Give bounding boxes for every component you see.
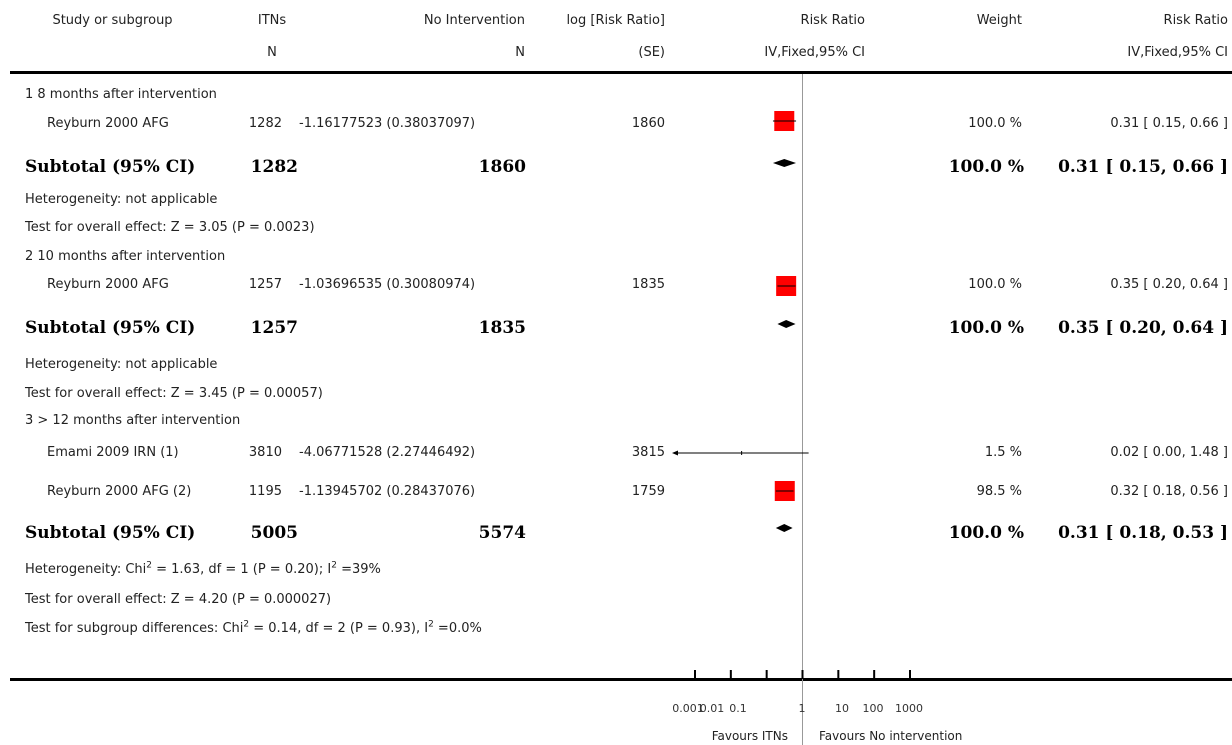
header-log-rr: log [Risk Ratio]: [566, 13, 665, 28]
subtotal-itns: 1257: [250, 318, 298, 338]
overall-effect-text: Test for overall effect: Z = 3.05 (P = 0…: [25, 220, 315, 235]
study-log-rr: -1.13945702 (0.28437076): [299, 484, 476, 499]
favours-right-label: Favours No intervention: [819, 729, 963, 743]
subtotal-weight: 100.0 %: [948, 318, 1024, 338]
study-name: Emami 2009 IRN (1): [47, 445, 179, 460]
subtotal-noint: 5574: [478, 523, 526, 543]
axis-tick-label: 0.1: [729, 702, 747, 715]
subtotal-ci: 0.31 [ 0.15, 0.66 ]: [1058, 157, 1228, 177]
study-noint-n: 1860: [631, 116, 665, 131]
axis-tick-label: 1: [799, 702, 806, 715]
study-weight: 100.0 %: [968, 277, 1022, 292]
header-weight: Weight: [976, 13, 1022, 28]
study-ci: 0.31 [ 0.15, 0.66 ]: [1110, 116, 1228, 131]
subtotal-noint: 1860: [478, 157, 526, 177]
header-rr-method: IV,Fixed,95% CI: [1127, 45, 1228, 60]
study-weight: 100.0 %: [968, 116, 1022, 131]
study-noint-n: 1759: [631, 484, 665, 499]
header-rr: Risk Ratio: [1163, 13, 1228, 28]
subtotal-weight: 100.0 %: [948, 523, 1024, 543]
study-log-rr: -1.16177523 (0.38037097): [299, 116, 476, 131]
header-rr-plot-method: IV,Fixed,95% CI: [764, 45, 865, 60]
footer-rule: [10, 678, 1232, 681]
study-log-rr: -4.06771528 (2.27446492): [299, 445, 476, 460]
header-itns: ITNs: [257, 13, 287, 28]
group-title: 2 10 months after intervention: [25, 249, 226, 264]
favours-left-label: Favours ITNs: [711, 729, 788, 743]
study-itns-n: 1257: [248, 277, 282, 292]
overall-effect-text: Test for overall effect: Z = 3.45 (P = 0…: [25, 386, 323, 401]
header-no-intervention: No Intervention: [423, 13, 525, 28]
study-ci: 0.02 [ 0.00, 1.48 ]: [1110, 445, 1228, 460]
axis-tick-label: 1000: [895, 702, 923, 715]
study-itns-n: 1195: [248, 484, 282, 499]
subtotal-itns: 5005: [250, 523, 298, 543]
subtotal-noint: 1835: [478, 318, 526, 338]
subtotal-label: Subtotal (95% CI): [25, 157, 196, 177]
overall-effect-text: Test for overall effect: Z = 4.20 (P = 0…: [25, 592, 332, 607]
axis-tick-label: 100: [863, 702, 884, 715]
ci-arrow-left: [672, 450, 678, 456]
study-log-rr: -1.03696535 (0.30080974): [299, 277, 476, 292]
axis-tick-label: 10: [835, 702, 849, 715]
study-noint-n: 1835: [631, 277, 665, 292]
axis-tick-label: 0.001: [672, 702, 704, 715]
subtotal-ci: 0.31 [ 0.18, 0.53 ]: [1058, 523, 1228, 543]
group-title: 1 8 months after intervention: [25, 87, 217, 102]
header-rule: [10, 71, 1232, 74]
group-title: 3 > 12 months after intervention: [25, 413, 241, 428]
study-name: Reyburn 2000 AFG (2): [47, 484, 192, 499]
header-rr-plot: Risk Ratio: [800, 13, 865, 28]
subtotal-itns: 1282: [250, 157, 298, 177]
subtotal-weight: 100.0 %: [948, 157, 1024, 177]
subtotal-label: Subtotal (95% CI): [25, 523, 196, 543]
axis-tick-label: 0.01: [700, 702, 725, 715]
header-log-rr-se: (SE): [638, 45, 665, 60]
study-ci: 0.32 [ 0.18, 0.56 ]: [1110, 484, 1228, 499]
study-noint-n: 3815: [631, 445, 665, 460]
header-study: Study or subgroup: [52, 13, 173, 28]
subtotal-label: Subtotal (95% CI): [25, 318, 196, 338]
subgroup-differences-text: Test for subgroup differences: Chi2 = 0.…: [25, 619, 482, 636]
heterogeneity-text: Heterogeneity: not applicable: [25, 357, 218, 372]
study-weight: 98.5 %: [976, 484, 1022, 499]
study-itns-n: 1282: [248, 116, 282, 131]
subtotal-ci: 0.35 [ 0.20, 0.64 ]: [1058, 318, 1228, 338]
study-weight: 1.5 %: [984, 445, 1022, 460]
subtotal-diamond: [772, 159, 797, 167]
header-itns-n: N: [267, 45, 277, 60]
subtotal-diamond: [775, 524, 793, 532]
study-itns-n: 3810: [248, 445, 282, 460]
subtotal-diamond: [777, 320, 796, 328]
study-name: Reyburn 2000 AFG: [47, 116, 169, 131]
study-name: Reyburn 2000 AFG: [47, 277, 169, 292]
heterogeneity-text: Heterogeneity: not applicable: [25, 192, 218, 207]
heterogeneity-text: Heterogeneity: Chi2 = 1.63, df = 1 (P = …: [25, 560, 381, 577]
header-no-intervention-n: N: [515, 45, 525, 60]
study-ci: 0.35 [ 0.20, 0.64 ]: [1110, 277, 1228, 292]
